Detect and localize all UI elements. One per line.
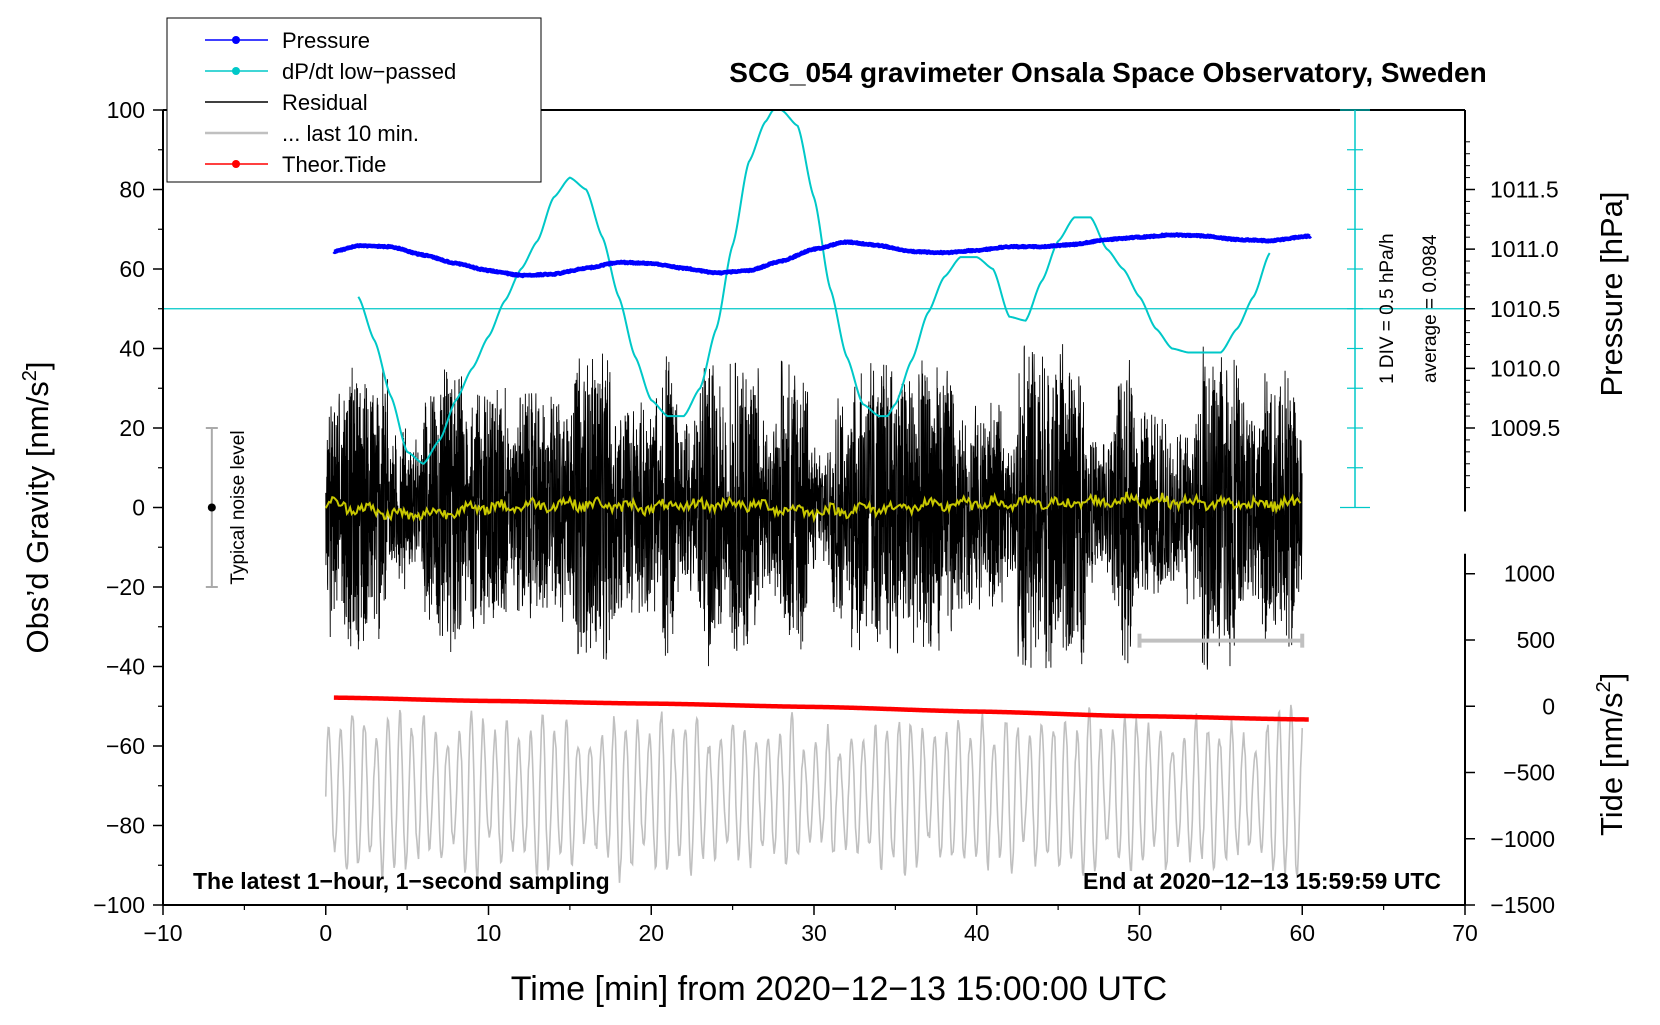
chart-title: SCG_054 gravimeter Onsala Space Observat… bbox=[729, 57, 1486, 88]
legend-label: ... last 10 min. bbox=[282, 121, 419, 146]
noise-label: Typical noise level bbox=[228, 430, 249, 584]
y-tick-label: 60 bbox=[119, 256, 145, 282]
x-tick-label: 30 bbox=[801, 920, 827, 946]
pressure-tick-label: 1011.0 bbox=[1490, 236, 1559, 262]
tide-tick-label: −1000 bbox=[1490, 826, 1555, 852]
bottom-left-note: The latest 1−hour, 1−second sampling bbox=[193, 868, 610, 894]
pressure-tick-label: 1010.0 bbox=[1490, 355, 1560, 381]
noise-center-dot bbox=[207, 503, 216, 512]
tide-axis-label-main: Tide [nm/s bbox=[1594, 692, 1629, 836]
tide-axis-label-end: ] bbox=[1594, 673, 1629, 682]
dpdt-trace bbox=[357, 109, 1271, 465]
x-tick-label: 40 bbox=[964, 920, 990, 946]
x-tick-label: 20 bbox=[638, 920, 664, 946]
x-tick-label: 10 bbox=[476, 920, 502, 946]
y-tick-label: −40 bbox=[106, 654, 145, 680]
pressure-tick-label: 1009.5 bbox=[1490, 415, 1560, 441]
legend-item: Theor.Tide bbox=[205, 152, 386, 177]
pressure-axis-label: Pressure [hPa] bbox=[1594, 191, 1629, 396]
legend-label: dP/dt low−passed bbox=[282, 59, 456, 84]
y-tick-label: −20 bbox=[106, 574, 145, 600]
tide-axis-label: Tide [nm/s2] bbox=[1593, 673, 1629, 836]
tide-tick-label: 1000 bbox=[1504, 561, 1555, 587]
legend-item: dP/dt low−passed bbox=[205, 59, 456, 84]
x-tick-label: 60 bbox=[1289, 920, 1315, 946]
tide-tick-label: 500 bbox=[1517, 627, 1555, 653]
y-tick-label: −60 bbox=[106, 733, 145, 759]
y-tick-label: 20 bbox=[119, 415, 145, 441]
legend-box bbox=[166, 17, 542, 183]
y-tick-label: 40 bbox=[119, 336, 145, 362]
legend-label: Residual bbox=[282, 90, 368, 115]
y-axis-label-sup: 2 bbox=[19, 370, 41, 381]
tide-tick-label: 0 bbox=[1542, 693, 1555, 719]
tide-tick-label: −1500 bbox=[1490, 892, 1555, 918]
dpdt-average-label: average = 0.0984 bbox=[1420, 234, 1441, 383]
legend-marker bbox=[232, 160, 240, 168]
y-tick-label: 0 bbox=[132, 495, 145, 521]
dpdt-div-label: 1 DIV = 0.5 hPa/h bbox=[1377, 233, 1398, 384]
legend-item: Residual bbox=[205, 90, 368, 115]
x-axis-label: Time [min] from 2020−12−13 15:00:00 UTC bbox=[511, 970, 1167, 1008]
pressure-tick-label: 1011.5 bbox=[1490, 177, 1559, 203]
tide-tick-label: −500 bbox=[1503, 760, 1555, 786]
y-axis-label-end: ] bbox=[20, 362, 55, 371]
legend-label: Pressure bbox=[282, 28, 370, 53]
pressure-trace bbox=[332, 232, 1312, 279]
last-10-min-trace bbox=[324, 704, 1304, 883]
y-tick-label: 100 bbox=[107, 97, 145, 123]
y-tick-label: 80 bbox=[119, 177, 145, 203]
x-tick-label: 50 bbox=[1127, 920, 1153, 946]
y-tick-label: −80 bbox=[106, 813, 145, 839]
pressure-tick-label: 1010.5 bbox=[1490, 296, 1560, 322]
theor-tide-trace bbox=[333, 695, 1309, 722]
legend-marker bbox=[232, 67, 240, 75]
x-tick-label: −10 bbox=[143, 920, 182, 946]
x-tick-label: 0 bbox=[319, 920, 332, 946]
legend-item: Pressure bbox=[205, 28, 370, 53]
residual-smoothed-trace bbox=[324, 491, 1302, 523]
legend-item: ... last 10 min. bbox=[205, 121, 419, 146]
y-tick-label: −100 bbox=[93, 892, 145, 918]
bottom-right-note: End at 2020−12−13 15:59:59 UTC bbox=[1083, 868, 1441, 894]
x-tick-label: 70 bbox=[1452, 920, 1478, 946]
y-axis-label-main: Obs’d Gravity [nm/s bbox=[20, 381, 55, 653]
legend-label: Theor.Tide bbox=[282, 152, 386, 177]
legend-marker bbox=[232, 36, 240, 44]
y-axis-label: Obs’d Gravity [nm/s2] bbox=[19, 362, 55, 654]
tide-axis-label-sup: 2 bbox=[1593, 681, 1615, 692]
